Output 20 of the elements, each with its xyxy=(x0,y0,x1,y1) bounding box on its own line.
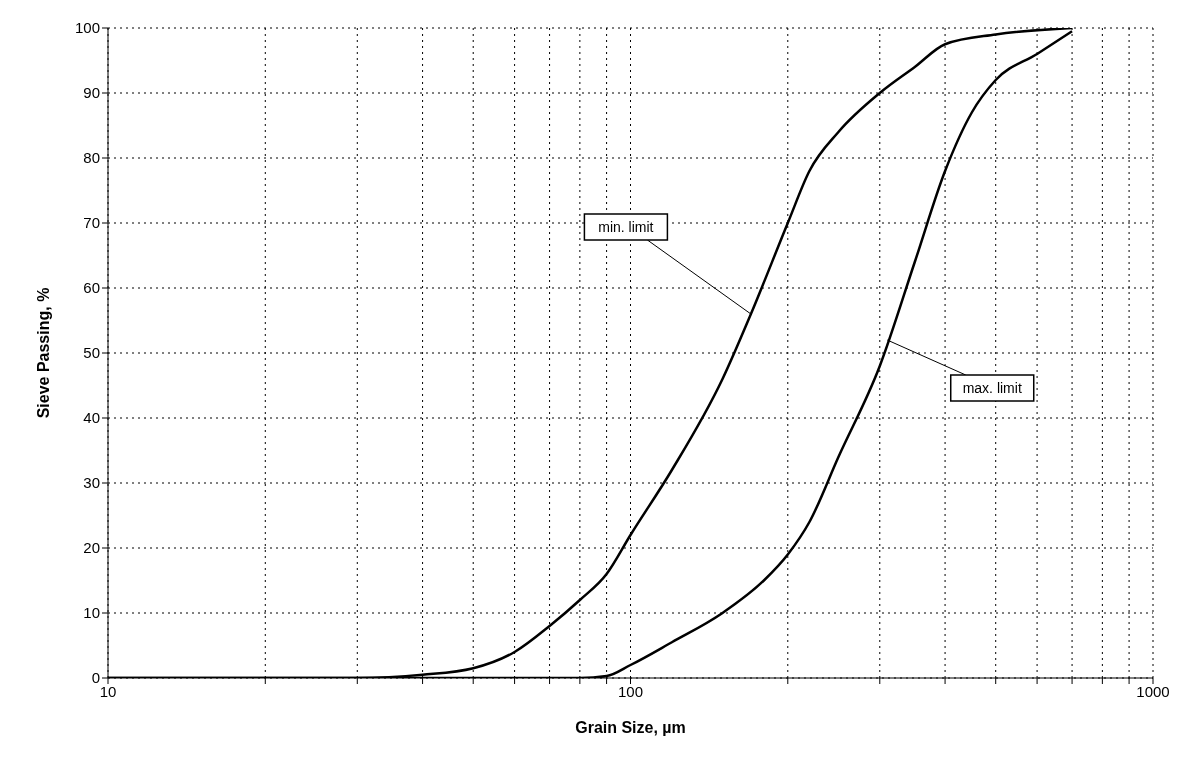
y-axis-title: Sieve Passing, % xyxy=(34,287,52,419)
y-tick-label: 50 xyxy=(83,344,100,362)
x-tick-label: 1000 xyxy=(1136,682,1170,700)
y-tick-label: 60 xyxy=(83,279,100,297)
callout: max. limit xyxy=(886,339,1035,402)
callout: min. limit xyxy=(583,213,752,315)
y-tick-label: 30 xyxy=(83,474,100,492)
y-tick-label: 70 xyxy=(83,214,100,232)
y-tick-label: 20 xyxy=(83,539,100,557)
annotation: min. limit xyxy=(598,219,654,235)
annotation: max. limit xyxy=(962,380,1022,396)
y-tick-label: 90 xyxy=(83,84,100,102)
y-tick-label: 40 xyxy=(83,409,100,427)
x-tick-label: 10 xyxy=(99,682,117,700)
y-tick-label: 0 xyxy=(91,669,100,687)
y-tick-label: 80 xyxy=(83,149,100,167)
y-tick-label: 10 xyxy=(83,604,100,622)
y-tick-label: 100 xyxy=(74,19,100,37)
x-tick-label: 100 xyxy=(617,682,644,700)
x-axis-title: Grain Size, µm xyxy=(575,719,686,736)
